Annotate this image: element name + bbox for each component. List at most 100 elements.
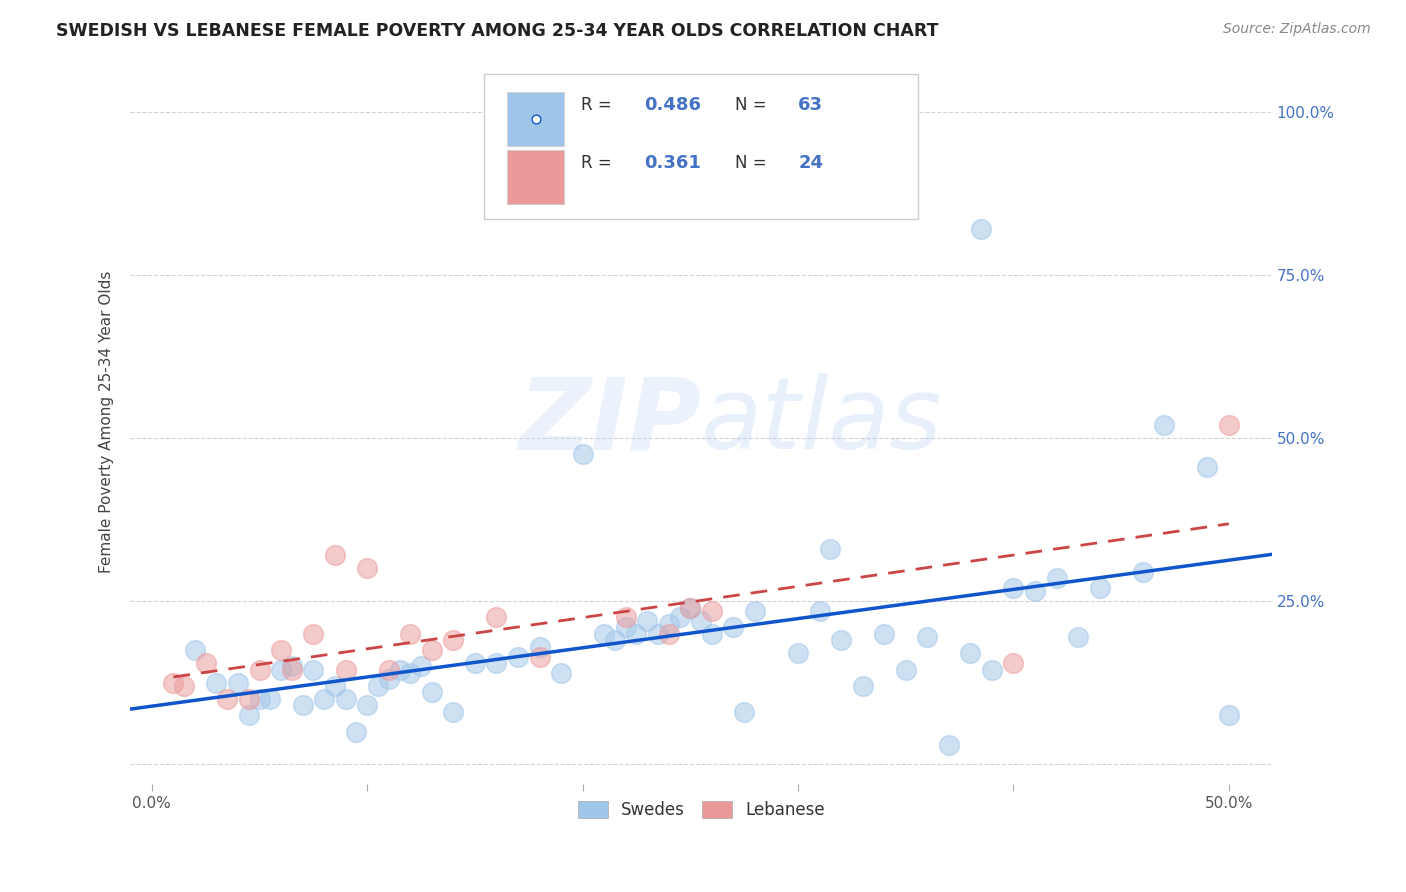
Point [464, 656, 486, 670]
Point [411, 659, 433, 673]
Point [1045, 571, 1067, 585]
Point [668, 610, 690, 624]
Point [658, 616, 681, 631]
Point [690, 614, 713, 628]
Point [217, 692, 239, 706]
Text: Source: ZipAtlas.com: Source: ZipAtlas.com [1223, 22, 1371, 37]
Point [679, 600, 702, 615]
Point [873, 626, 896, 640]
Point [506, 649, 529, 664]
Point [970, 222, 993, 236]
Point [959, 646, 981, 660]
Point [399, 665, 422, 680]
Point [302, 663, 325, 677]
Point [917, 630, 939, 644]
Point [626, 626, 648, 640]
Point [571, 447, 593, 461]
Point [1153, 417, 1175, 432]
Point [249, 663, 271, 677]
Point [356, 698, 378, 713]
Point [1132, 565, 1154, 579]
Point [238, 692, 260, 706]
FancyBboxPatch shape [484, 74, 918, 219]
Text: 24: 24 [799, 153, 823, 172]
Point [314, 692, 336, 706]
Point [894, 663, 917, 677]
Point [399, 626, 422, 640]
Point [1024, 584, 1046, 599]
Point [820, 541, 842, 556]
Point [226, 675, 249, 690]
Point [603, 633, 626, 648]
Point [1197, 460, 1219, 475]
Point [378, 673, 401, 687]
Point [367, 679, 389, 693]
Point [744, 604, 766, 618]
Point [1088, 581, 1111, 595]
Point [302, 626, 325, 640]
Point [485, 656, 508, 670]
Point [723, 620, 745, 634]
Text: R =: R = [581, 153, 617, 172]
FancyBboxPatch shape [508, 92, 564, 146]
Point [259, 692, 281, 706]
Point [249, 692, 271, 706]
Point [529, 649, 551, 664]
Point [905, 158, 928, 172]
Point [173, 679, 195, 693]
Point [980, 663, 1002, 677]
Text: N =: N = [735, 153, 772, 172]
Point [808, 604, 831, 618]
Legend: Swedes, Lebanese: Swedes, Lebanese [571, 795, 831, 826]
Point [593, 626, 616, 640]
Point [485, 610, 508, 624]
Point [270, 663, 292, 677]
Point [388, 663, 411, 677]
Point [636, 614, 658, 628]
Text: 0.361: 0.361 [644, 153, 702, 172]
Point [420, 685, 443, 699]
Point [647, 626, 669, 640]
Text: ZIP: ZIP [519, 373, 702, 470]
Point [787, 646, 810, 660]
Point [658, 626, 681, 640]
Point [205, 675, 228, 690]
Point [830, 633, 852, 648]
Point [281, 659, 304, 673]
Point [733, 705, 755, 719]
Point [938, 738, 960, 752]
Point [335, 692, 357, 706]
FancyBboxPatch shape [508, 150, 564, 204]
Point [852, 679, 875, 693]
Point [441, 633, 464, 648]
Point [700, 626, 723, 640]
Text: R =: R = [581, 95, 617, 114]
Point [238, 708, 260, 723]
Point [420, 643, 443, 657]
Point [194, 656, 217, 670]
Point [356, 561, 378, 575]
Point [162, 675, 184, 690]
Point [281, 663, 304, 677]
Point [1002, 656, 1025, 670]
Point [679, 600, 702, 615]
Point [270, 643, 292, 657]
Point [1002, 581, 1025, 595]
Point [550, 665, 572, 680]
Point [1067, 630, 1090, 644]
Point [441, 705, 464, 719]
Point [614, 610, 637, 624]
Point [378, 663, 401, 677]
Point [184, 643, 207, 657]
Point [346, 724, 368, 739]
Text: 0.486: 0.486 [644, 95, 702, 114]
Text: N =: N = [735, 95, 772, 114]
Y-axis label: Female Poverty Among 25-34 Year Olds: Female Poverty Among 25-34 Year Olds [100, 270, 114, 573]
Point [323, 679, 346, 693]
Text: SWEDISH VS LEBANESE FEMALE POVERTY AMONG 25-34 YEAR OLDS CORRELATION CHART: SWEDISH VS LEBANESE FEMALE POVERTY AMONG… [56, 22, 939, 40]
Point [700, 604, 723, 618]
Point [323, 549, 346, 563]
Point [614, 620, 637, 634]
Text: 63: 63 [799, 95, 823, 114]
Point [291, 698, 314, 713]
